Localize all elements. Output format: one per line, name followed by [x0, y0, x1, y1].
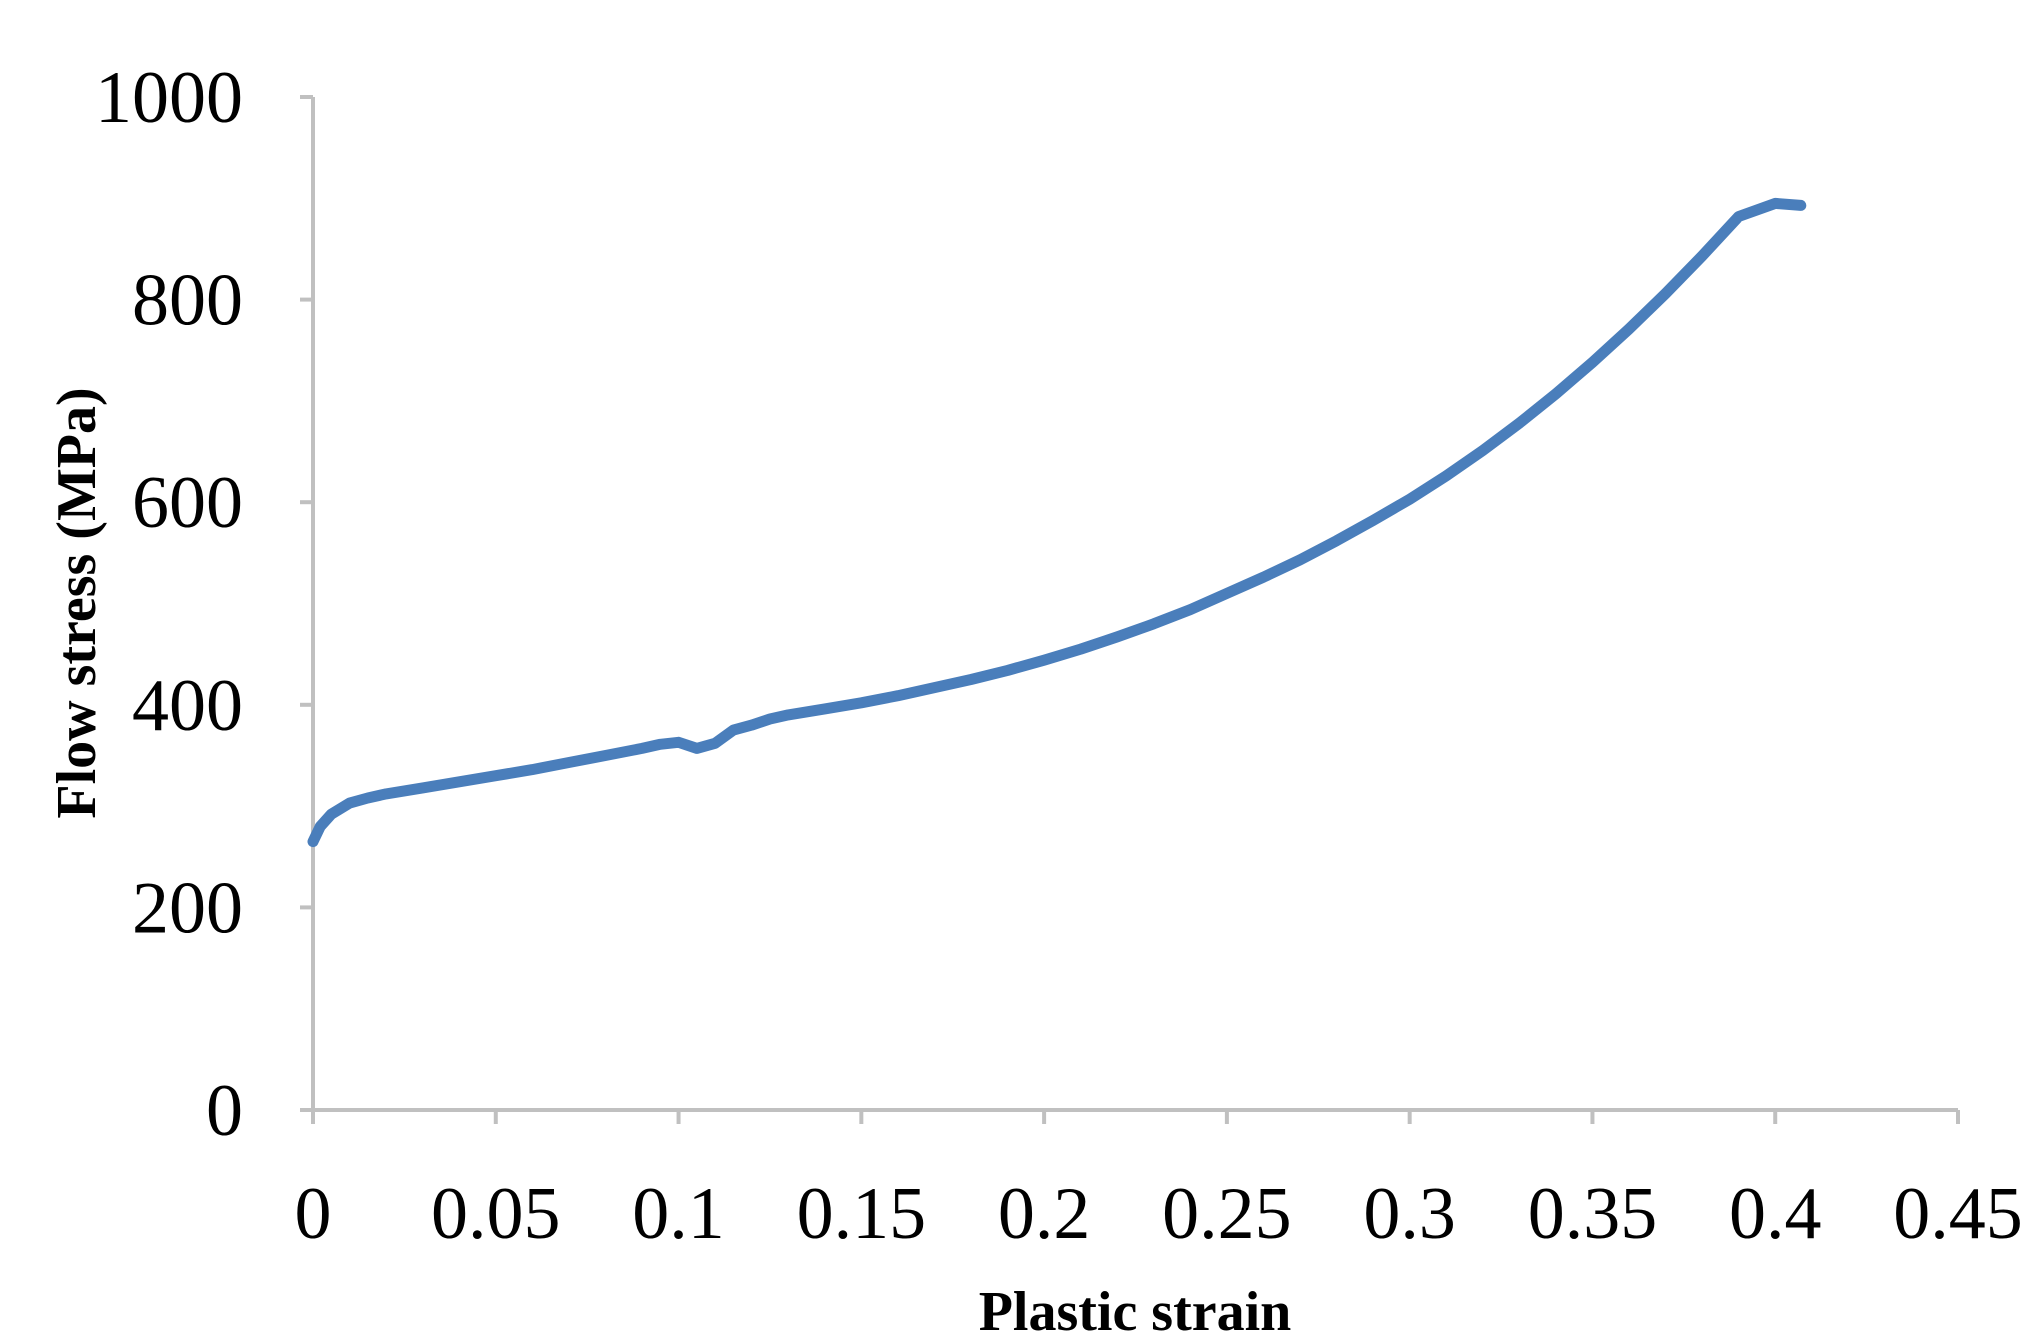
x-tick-label: 0.25	[1162, 1173, 1292, 1255]
y-tick-label: 0	[206, 1070, 243, 1152]
x-tick-label: 0.45	[1893, 1173, 2023, 1255]
x-tick-label: 0	[295, 1173, 332, 1255]
x-tick-label: 0.1	[632, 1173, 725, 1255]
x-axis-title: Plastic strain	[979, 1281, 1292, 1342]
plot-area: 0 200 400 600 800 1000 0 0.05 0.1 0.15 0.2 0.25 0.3…	[95, 57, 2023, 1255]
y-tick-label: 400	[132, 665, 243, 747]
x-tick-label: 0.15	[797, 1173, 927, 1255]
flow-stress-series-line	[307, 197, 1807, 848]
x-tick-label: 0.35	[1528, 1173, 1658, 1255]
x-tick-label: 0.3	[1363, 1173, 1456, 1255]
x-tick-label: 0.2	[998, 1173, 1091, 1255]
y-tick-label: 1000	[95, 57, 243, 139]
y-tick-label: 200	[132, 867, 243, 949]
y-tick-label: 800	[132, 260, 243, 342]
x-tick-label: 0.05	[431, 1173, 561, 1255]
x-ticks: 0 0.05 0.1 0.15 0.2 0.25 0.3 0.35 0.4 0.45	[295, 1110, 2023, 1255]
x-tick-label: 0.4	[1729, 1173, 1822, 1255]
y-axis-title: Flow stress (MPa)	[46, 387, 108, 818]
y-ticks: 0 200 400 600 800 1000	[95, 57, 313, 1152]
y-tick-label: 600	[132, 462, 243, 544]
